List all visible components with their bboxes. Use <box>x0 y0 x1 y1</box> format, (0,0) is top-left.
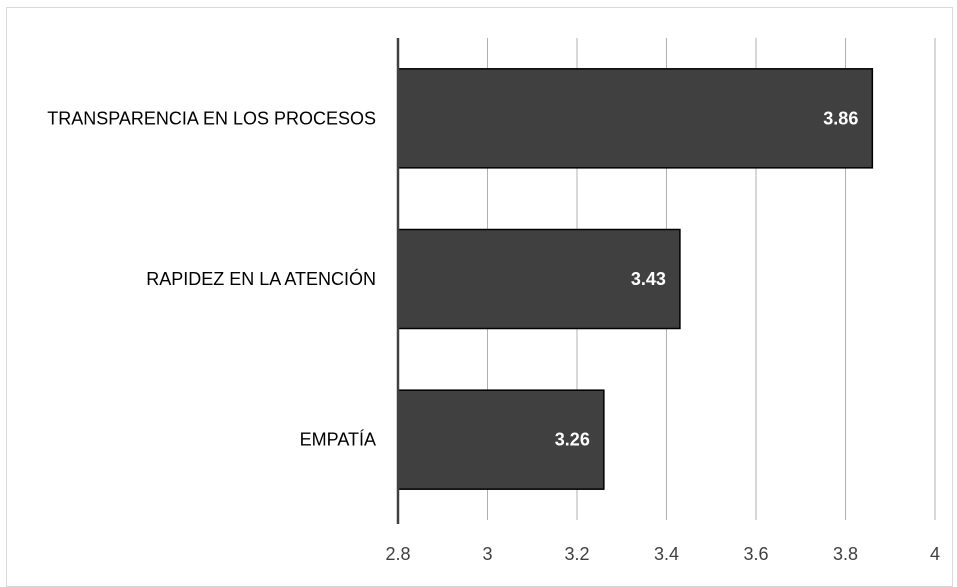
data-label: 3.86 <box>823 108 858 128</box>
x-tick-label: 3 <box>482 544 492 564</box>
x-tick-label: 3.8 <box>833 544 858 564</box>
x-tick-label: 2.8 <box>385 544 410 564</box>
x-tick-label: 3.2 <box>564 544 589 564</box>
x-tick-label: 4 <box>930 544 940 564</box>
x-tick-label: 3.4 <box>654 544 679 564</box>
bar <box>397 228 681 330</box>
bar <box>397 389 605 490</box>
bar <box>397 68 874 169</box>
data-label: 3.43 <box>631 269 666 289</box>
x-tick-label: 3.6 <box>743 544 768 564</box>
bars <box>397 68 874 490</box>
category-label: TRANSPARENCIA EN LOS PROCESOS <box>47 108 376 128</box>
data-label: 3.26 <box>555 430 590 450</box>
category-labels: TRANSPARENCIA EN LOS PROCESOS RAPIDEZ EN … <box>47 108 376 449</box>
category-label: EMPATÍA <box>300 430 376 450</box>
value-axis: 2.8 3 3.2 3.4 3.6 3.8 4 <box>385 38 940 564</box>
category-label: RAPIDEZ EN LA ATENCIÓN <box>146 268 376 289</box>
data-labels: 3.86 3.43 3.26 <box>555 108 859 449</box>
